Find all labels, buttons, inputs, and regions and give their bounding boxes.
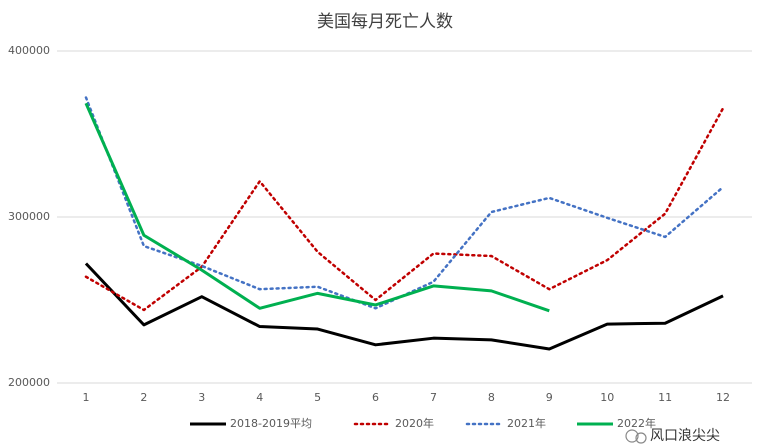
x-tick-label: 7 xyxy=(430,391,437,404)
x-tick-label: 10 xyxy=(600,391,614,404)
x-tick-label: 4 xyxy=(256,391,263,404)
y-tick-label: 200000 xyxy=(8,376,50,389)
line-series xyxy=(84,262,724,351)
watermark: 风口浪尖尖 xyxy=(650,428,720,444)
x-tick-label: 6 xyxy=(372,391,379,404)
x-tick-label: 5 xyxy=(314,391,321,404)
x-tick-label: 2 xyxy=(140,391,147,404)
line-series xyxy=(84,102,550,313)
chart-title: 美国每月死亡人数 xyxy=(317,12,453,32)
x-tick-label: 11 xyxy=(658,391,672,404)
x-tick-label: 8 xyxy=(488,391,495,404)
x-tick-label: 3 xyxy=(198,391,205,404)
y-tick-label: 400000 xyxy=(8,44,50,57)
x-tick-label: 1 xyxy=(82,391,89,404)
line-series xyxy=(84,107,725,312)
legend-label: 2018-2019平均 xyxy=(230,417,312,430)
legend-label: 2022年 xyxy=(617,416,656,430)
x-tick-label: 12 xyxy=(716,391,730,404)
y-tick-label: 300000 xyxy=(8,210,50,223)
watermark-icon xyxy=(625,429,647,444)
x-tick-label: 9 xyxy=(546,391,553,404)
legend-label: 2021年 xyxy=(507,416,546,430)
legend-label: 2020年 xyxy=(395,416,434,430)
